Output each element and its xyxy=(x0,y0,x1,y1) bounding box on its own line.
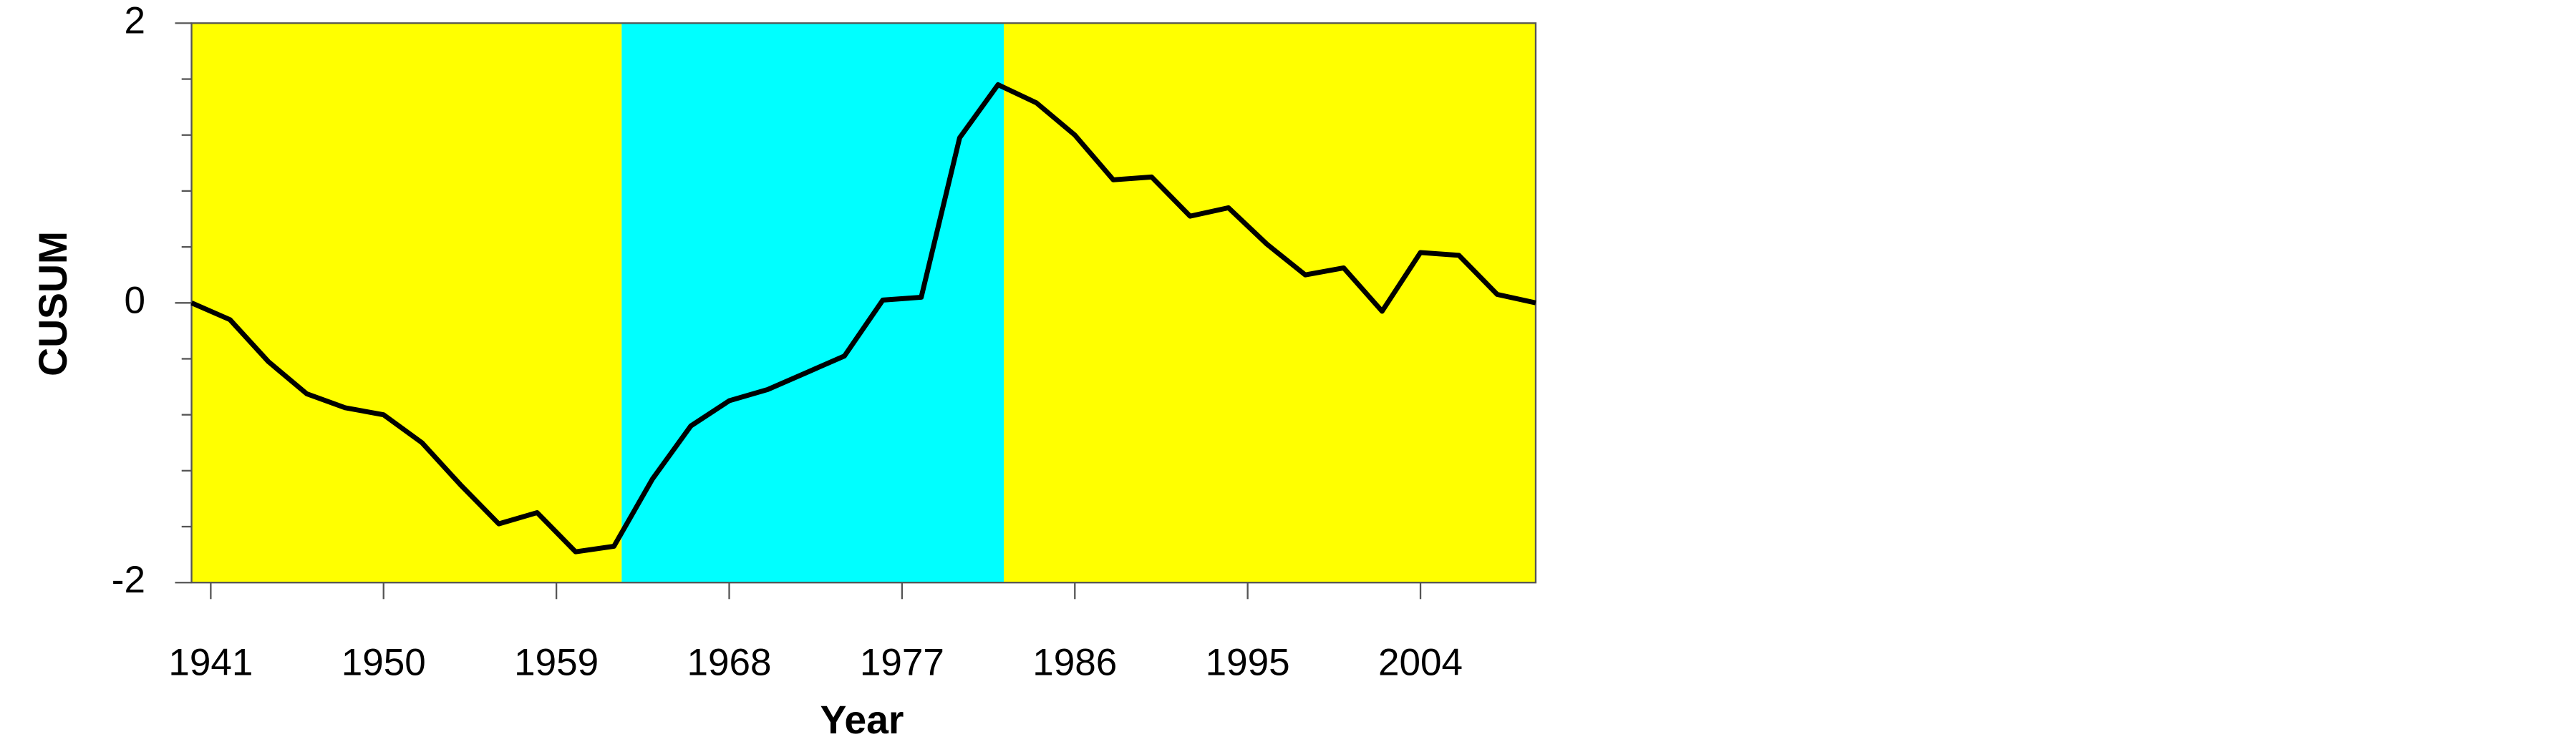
x-axis-label: Year xyxy=(820,698,904,742)
data-line xyxy=(190,82,1536,555)
background-region xyxy=(191,23,622,583)
x-tick-label: 1995 xyxy=(1206,642,1290,684)
background-region xyxy=(1004,23,1536,583)
x-tick-label: 1941 xyxy=(168,642,253,684)
x-tick-label: 1950 xyxy=(342,642,426,684)
background-region xyxy=(621,23,1004,583)
x-tick-label: 1977 xyxy=(860,642,944,684)
x-tick-label: 1968 xyxy=(687,642,772,684)
x-tick-label: 1986 xyxy=(1032,642,1117,684)
x-tick-label: 1959 xyxy=(514,642,599,684)
y-tick-label: -2 xyxy=(112,559,145,601)
y-axis-label: CUSUM xyxy=(31,231,75,376)
y-tick-label: 2 xyxy=(124,0,145,42)
y-tick-label: 0 xyxy=(124,279,145,321)
x-tick-label: 2004 xyxy=(1378,642,1463,684)
